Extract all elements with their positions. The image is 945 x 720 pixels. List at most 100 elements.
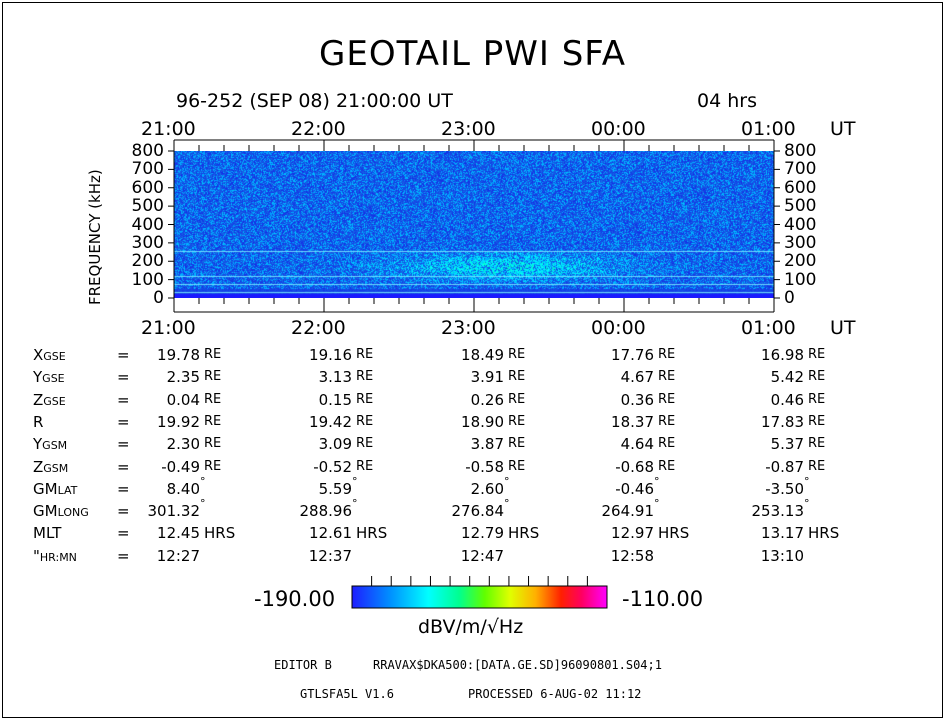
ephemeris-unit: RE [356, 347, 374, 362]
ephemeris-unit: RE [658, 436, 676, 452]
ephemeris-unit: ° [654, 474, 660, 488]
y-tick-label-left: 700 [131, 159, 164, 180]
ephemeris-label-sub: HR:MN [39, 550, 77, 564]
ephemeris-value: 0.46 [770, 390, 804, 409]
y-tick-label-left: 600 [131, 177, 164, 198]
ephemeris-value: 17.83 [761, 412, 804, 431]
ephemeris-value: 3.09 [318, 435, 352, 454]
ephemeris-row-label: YGSE [33, 368, 65, 386]
ephemeris-value: 3.87 [470, 435, 504, 454]
ephemeris-value: 13:10 [760, 546, 804, 565]
ephemeris-unit: RE [356, 369, 374, 385]
ephemeris-label-sub: LAT [57, 483, 78, 497]
ephemeris-row-label: ZGSE [33, 391, 66, 409]
ephemeris-value: -0.52 [313, 457, 352, 476]
x-tick-label-top: 21:00 [141, 118, 196, 140]
y-tick-label-left: 500 [131, 196, 164, 217]
ephemeris-unit: RE [356, 458, 374, 474]
ephemeris-value: 12.79 [461, 524, 504, 543]
data-path: RRAVAX$DKA500:[DATA.GE.SD]96090801.S04;1 [373, 658, 662, 672]
y-tick-label-right: 400 [784, 214, 817, 235]
ephemeris-unit: HRS [204, 524, 236, 543]
ephemeris-label-sub: GSE [42, 372, 65, 386]
ephemeris-label-sub: GSM [42, 439, 68, 453]
ephemeris-unit: RE [508, 347, 526, 362]
ephemeris-unit: ° [804, 497, 810, 511]
ephemeris-label-sub: GSE [43, 350, 66, 363]
ephemeris-unit: HRS [808, 524, 840, 543]
ephemeris-unit: RE [204, 413, 222, 429]
ephemeris-value: 18.90 [461, 412, 504, 431]
ephemeris-label-sub: GSM [43, 461, 69, 475]
ephemeris-value: 0.04 [166, 390, 200, 409]
ephemeris-value: 3.13 [318, 368, 352, 387]
y-axis-label: FREQUENCY (kHz) [86, 169, 104, 305]
ephemeris-value: 288.96 [299, 502, 353, 521]
ephemeris-label-main: Y [33, 435, 43, 454]
ephemeris-value: 5.37 [770, 435, 804, 454]
ephemeris-unit: RE [808, 391, 826, 407]
ephemeris-row-label: MLT [33, 524, 61, 542]
ephemeris-row-label: YGSM [33, 435, 67, 453]
y-tick-label-right: 0 [784, 288, 795, 308]
ephemeris-value: 2.60 [470, 479, 504, 498]
ephemeris-value: 12:58 [610, 546, 654, 565]
ephemeris-value: 12.61 [309, 524, 352, 543]
ephemeris-unit: RE [356, 391, 374, 407]
y-tick-label-right: 600 [784, 177, 817, 198]
x-tick-label-top: 22:00 [291, 118, 346, 140]
ephemeris-label-main: GM [33, 479, 58, 498]
ephemeris-row-label: "HR:MN [33, 547, 77, 565]
x-tick-label-bottom: 00:00 [591, 317, 646, 339]
ephemeris-unit: ° [504, 474, 510, 488]
ephemeris-row-label: ZGSM [33, 458, 68, 476]
colorbar-max: -110.00 [622, 587, 704, 611]
colorbar-min: -190.00 [254, 587, 336, 611]
ephemeris-value: 19.78 [157, 346, 200, 364]
chart-title: GEOTAIL PWI SFA [319, 34, 626, 74]
y-tick-label-left: 200 [131, 251, 164, 272]
ephemeris-unit: HRS [356, 524, 388, 543]
ephemeris-label-sub: LONG [57, 506, 89, 520]
ephemeris-value: -3.50 [765, 479, 804, 498]
x-tick-label-bottom: 01:00 [741, 317, 796, 339]
ephemeris-row-label: R [33, 413, 43, 431]
ephemeris-unit: RE [356, 436, 374, 452]
ephemeris-unit: RE [508, 369, 526, 385]
ephemeris-unit: RE [508, 413, 526, 429]
x-tick-label-bottom: 22:00 [291, 317, 346, 339]
ephemeris-unit: RE [658, 391, 676, 407]
ephemeris-equals: = [117, 435, 130, 454]
ephemeris-label-main: Y [33, 368, 43, 387]
y-tick-label-left: 800 [131, 141, 164, 161]
chart-subtitle: 96-252 (SEP 08) 21:00:00 UT [176, 90, 453, 112]
ephemeris-row-label: GMLONG [33, 502, 89, 520]
ephemeris-label-main: Z [33, 457, 44, 476]
ephemeris-equals: = [117, 524, 130, 543]
ephemeris-unit: RE [508, 436, 526, 452]
x-tick-label-top: 01:00 [741, 118, 796, 140]
ephemeris-value: 276.84 [451, 502, 505, 521]
ephemeris-unit: RE [658, 369, 676, 385]
x-unit-top: UT [830, 118, 856, 140]
ephemeris-value: 8.40 [166, 479, 200, 498]
ephemeris-value: 253.13 [751, 502, 805, 521]
ephemeris-label-main: X [33, 346, 44, 364]
processed-date: PROCESSED 6-AUG-02 11:12 [468, 687, 642, 701]
ephemeris-equals: = [117, 457, 130, 476]
duration-label: 04 hrs [697, 90, 757, 112]
ephemeris-equals: = [117, 346, 130, 364]
ephemeris-value: 13.17 [761, 524, 804, 543]
ephemeris-unit: HRS [508, 524, 540, 543]
ephemeris-unit: ° [352, 474, 358, 488]
ephemeris-value: 12:47 [460, 546, 504, 565]
ephemeris-value: 301.32 [147, 502, 201, 521]
ephemeris-value: 12:37 [308, 546, 352, 565]
y-tick-label-left: 300 [131, 232, 164, 253]
ephemeris-unit: RE [204, 436, 222, 452]
program-version: GTLSFA5L V1.6 [300, 687, 394, 701]
ephemeris-value: 3.91 [470, 368, 504, 387]
ephemeris-equals: = [117, 479, 130, 498]
ephemeris-unit: HRS [658, 524, 690, 543]
y-tick-label-left: 100 [131, 269, 164, 290]
